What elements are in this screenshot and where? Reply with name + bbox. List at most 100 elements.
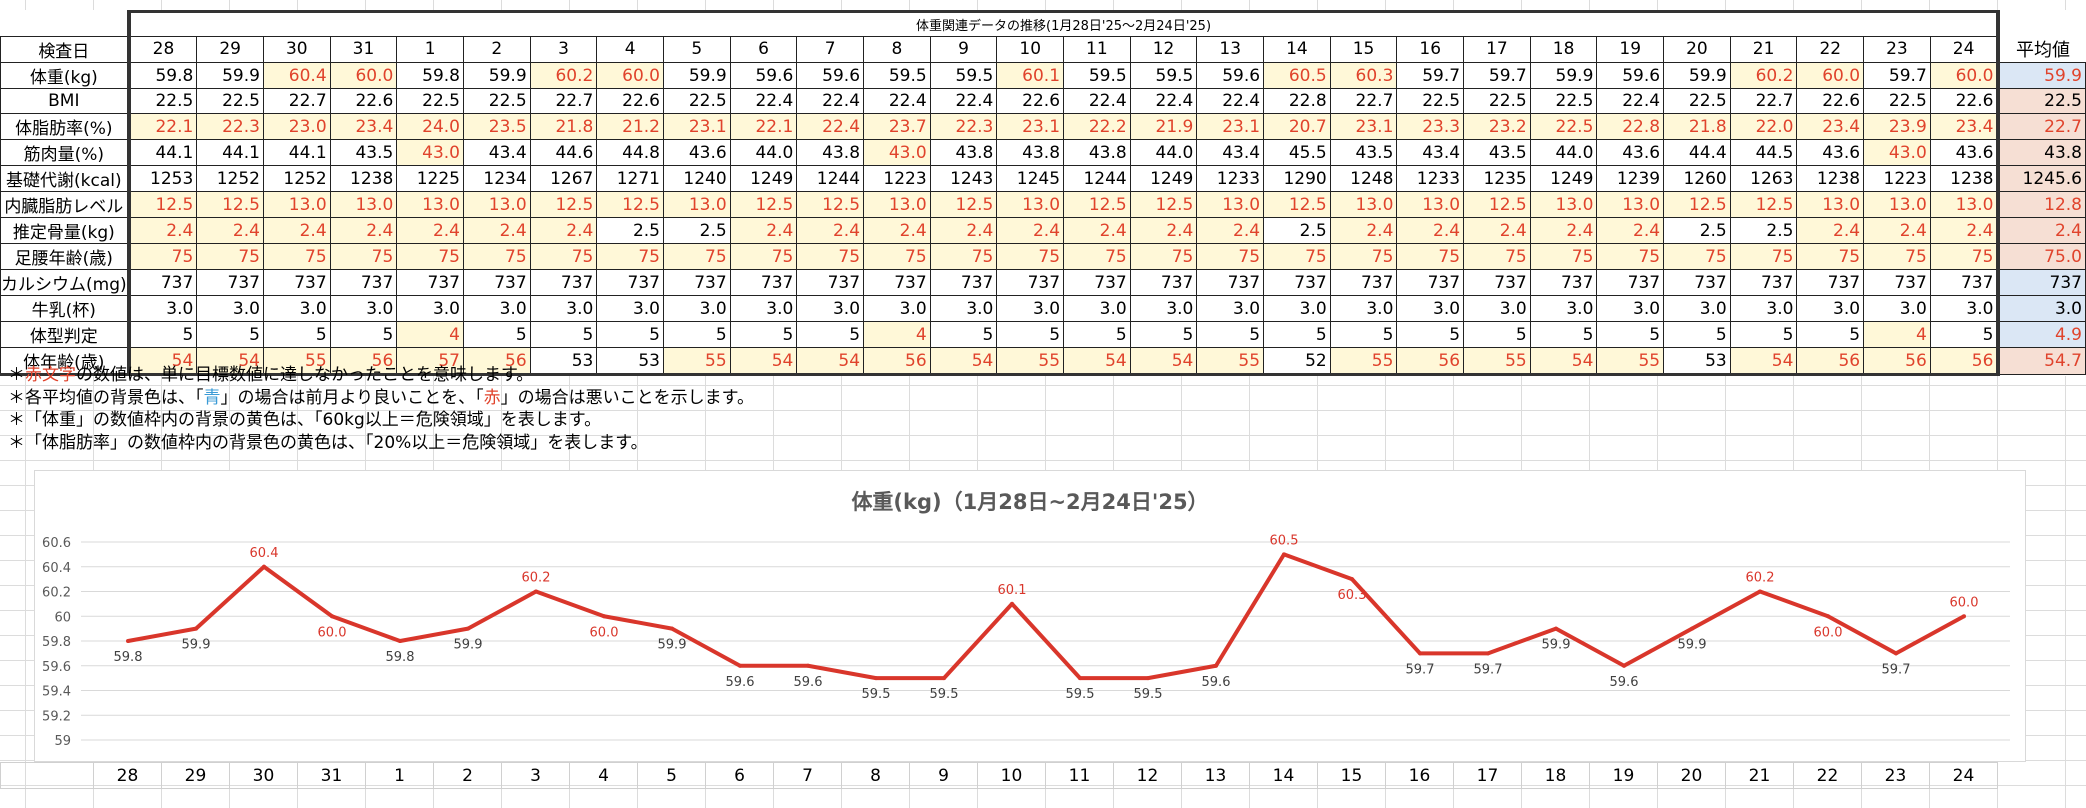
data-cell: 2.4 bbox=[796, 217, 865, 244]
data-cell: 60.2 bbox=[1729, 62, 1798, 89]
date-header-cell: 7 bbox=[796, 35, 865, 63]
data-cell: 3.0 bbox=[1729, 295, 1798, 322]
data-cell: 3.0 bbox=[1796, 295, 1865, 322]
data-cell: 4 bbox=[1863, 321, 1931, 348]
bottom-axis-date: 19 bbox=[1589, 762, 1658, 789]
data-cell: 59.9 bbox=[1663, 62, 1731, 89]
bottom-axis-date: 13 bbox=[1181, 762, 1250, 789]
data-cell: 22.4 bbox=[1596, 88, 1665, 114]
data-cell: 3.0 bbox=[663, 295, 731, 322]
data-label: 59.7 bbox=[1882, 662, 1911, 677]
average-cell: 3.0 bbox=[1998, 295, 2086, 322]
data-cell: 44.1 bbox=[196, 139, 264, 166]
bottom-axis-date: 11 bbox=[1045, 762, 1114, 789]
data-cell: 43.6 bbox=[1929, 139, 2001, 166]
bottom-axis-date: 12 bbox=[1113, 762, 1182, 789]
data-cell: 12.5 bbox=[796, 191, 865, 218]
date-header-cell: 28 bbox=[126, 35, 198, 63]
data-cell: 23.0 bbox=[262, 113, 331, 140]
data-point bbox=[262, 564, 266, 569]
data-cell: 1240 bbox=[663, 165, 731, 192]
data-cell: 44.0 bbox=[1129, 139, 1198, 166]
data-cell: 59.6 bbox=[1196, 62, 1265, 89]
data-cell: 3.0 bbox=[863, 295, 931, 322]
data-cell: 2.5 bbox=[1729, 217, 1798, 244]
data-cell: 3.0 bbox=[462, 295, 531, 322]
data-cell: 737 bbox=[863, 269, 931, 296]
data-cell: 5 bbox=[596, 321, 664, 348]
data-cell: 75 bbox=[729, 243, 798, 270]
data-cell: 5 bbox=[262, 321, 331, 348]
data-cell: 4 bbox=[863, 321, 931, 348]
data-cell: 12.5 bbox=[729, 191, 798, 218]
weight-data-table: 体重関連データの推移(1月28日'25～2月24日'25) 検査日 28 29 30… bbox=[0, 10, 2086, 376]
data-label: 59.9 bbox=[658, 638, 687, 653]
average-cell: 12.8 bbox=[1998, 191, 2086, 218]
data-cell: 3.0 bbox=[1129, 295, 1198, 322]
data-cell: 2.4 bbox=[329, 217, 398, 244]
data-cell: 5 bbox=[1929, 321, 2001, 348]
data-cell: 1233 bbox=[1396, 165, 1465, 192]
y-tick-label: 59 bbox=[54, 734, 71, 749]
data-cell: 13.0 bbox=[1196, 191, 1265, 218]
data-cell: 22.8 bbox=[1263, 88, 1331, 114]
data-cell: 75 bbox=[1663, 243, 1731, 270]
bottom-axis-date: 3 bbox=[501, 762, 570, 789]
data-label: 60.3 bbox=[1338, 588, 1367, 603]
data-cell: 75 bbox=[1396, 243, 1465, 270]
data-cell: 75 bbox=[863, 243, 931, 270]
data-cell: 60.5 bbox=[1263, 62, 1331, 89]
data-cell: 3.0 bbox=[1329, 295, 1398, 322]
data-cell: 22.3 bbox=[929, 113, 998, 140]
data-cell: 737 bbox=[1263, 269, 1331, 296]
data-cell: 1223 bbox=[863, 165, 931, 192]
data-cell: 21.8 bbox=[529, 113, 598, 140]
data-cell: 2.4 bbox=[1129, 217, 1198, 244]
bottom-axis-date: 30 bbox=[229, 762, 298, 789]
date-header-cell: 21 bbox=[1729, 35, 1798, 63]
data-cell: 59.9 bbox=[1529, 62, 1598, 89]
data-label: 59.7 bbox=[1406, 662, 1435, 677]
data-cell: 5 bbox=[663, 321, 731, 348]
data-label: 59.6 bbox=[794, 675, 823, 690]
data-cell: 43.0 bbox=[396, 139, 464, 166]
table-row: 体型判定 5 5 5 5 4 5 5 5 5 5 5 4 5 5 5 5 5 5 5 5 5 5 5 5 5 5 4 5 4.9 bbox=[0, 321, 2086, 348]
data-cell: 737 bbox=[196, 269, 264, 296]
data-cell: 59.6 bbox=[796, 62, 865, 89]
data-cell: 1249 bbox=[729, 165, 798, 192]
data-cell: 60.0 bbox=[1796, 62, 1865, 89]
note-4: ＊「体脂肪率」の数値枠内の背景色の黄色は、「20%以上＝危険領域」を表します。 bbox=[8, 432, 648, 453]
y-tick-label: 59.2 bbox=[42, 709, 71, 724]
data-cell: 21.8 bbox=[1663, 113, 1731, 140]
data-cell: 1248 bbox=[1329, 165, 1398, 192]
data-cell: 2.4 bbox=[1396, 217, 1465, 244]
data-label: 59.8 bbox=[114, 650, 143, 665]
bottom-axis-date: 7 bbox=[773, 762, 842, 789]
average-header: 平均値 bbox=[2015, 40, 2070, 61]
data-cell: 21.2 bbox=[596, 113, 664, 140]
data-cell: 21.9 bbox=[1129, 113, 1198, 140]
data-cell: 737 bbox=[1863, 269, 1931, 296]
data-cell: 22.7 bbox=[1729, 88, 1798, 114]
data-cell: 5 bbox=[329, 321, 398, 348]
table-row: 推定骨量(kg) 2.4 2.4 2.4 2.4 2.4 2.4 2.4 2.5 2.5 2.4 2.… bbox=[0, 217, 2086, 244]
data-cell: 1243 bbox=[929, 165, 998, 192]
data-cell: 43.6 bbox=[663, 139, 731, 166]
data-cell: 60.3 bbox=[1329, 62, 1398, 89]
data-cell: 5 bbox=[1596, 321, 1665, 348]
data-cell: 1238 bbox=[1796, 165, 1865, 192]
data-cell: 43.4 bbox=[1396, 139, 1465, 166]
data-cell: 75 bbox=[929, 243, 998, 270]
average-cell: 75.0 bbox=[1998, 243, 2086, 270]
data-cell: 23.3 bbox=[1396, 113, 1465, 140]
data-cell: 12.5 bbox=[929, 191, 998, 218]
data-cell: 2.4 bbox=[929, 217, 998, 244]
data-cell: 13.0 bbox=[996, 191, 1065, 218]
data-cell: 43.0 bbox=[1863, 139, 1931, 166]
data-cell: 12.5 bbox=[1063, 191, 1131, 218]
date-header-cell: 22 bbox=[1796, 35, 1865, 63]
data-cell: 2.4 bbox=[1929, 217, 2001, 244]
data-cell: 75 bbox=[663, 243, 731, 270]
data-cell: 1253 bbox=[126, 165, 198, 192]
data-cell: 1223 bbox=[1863, 165, 1931, 192]
